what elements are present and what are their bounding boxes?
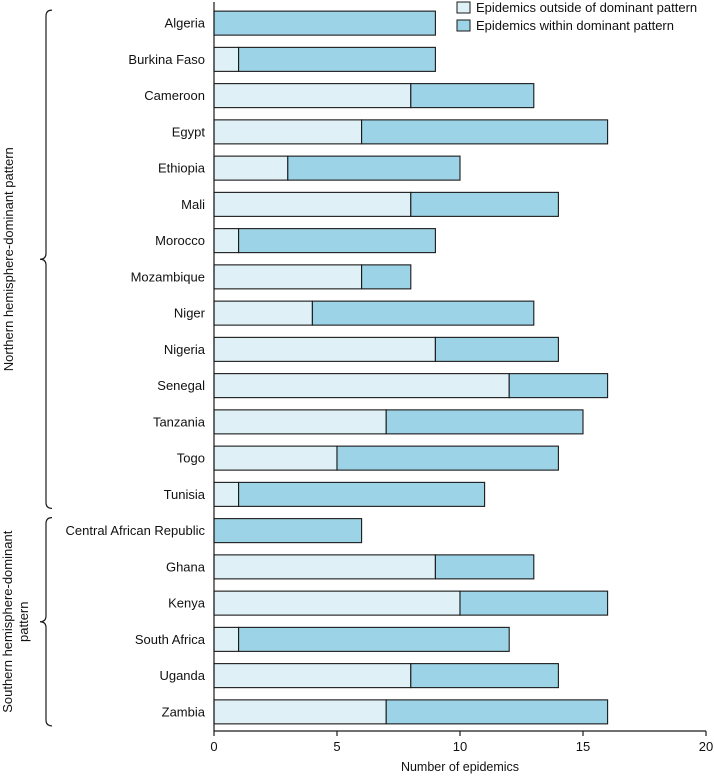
- bar-tunisia-within: [238, 481, 486, 507]
- bar-cameroon-outside: [213, 83, 412, 109]
- bar-mozambique-outside: [213, 264, 363, 290]
- category-label-mali: Mali: [181, 197, 205, 212]
- category-label-south-africa: South Africa: [135, 632, 206, 647]
- bar-south-africa-outside: [213, 626, 240, 652]
- category-label-ghana: Ghana: [166, 559, 206, 574]
- legend-swatch-outside: [456, 1, 471, 14]
- category-label-senegal: Senegal: [157, 378, 205, 393]
- category-label-ethiopia: Ethiopia: [158, 161, 206, 176]
- group-label-line: pattern: [16, 602, 31, 642]
- x-axis-title: Number of epidemics: [401, 760, 519, 774]
- legend-label-outside: Epidemics outside of dominant pattern: [476, 0, 697, 15]
- bar-senegal-within: [508, 373, 609, 399]
- bar-ethiopia-outside: [213, 155, 289, 181]
- bar-morocco-outside: [213, 228, 240, 254]
- bar-togo-within: [336, 445, 559, 471]
- x-tick-label-0: 0: [210, 739, 217, 754]
- category-label-zambia: Zambia: [162, 704, 206, 719]
- x-tick-label-20: 20: [699, 739, 713, 754]
- x-tick-label-5: 5: [333, 739, 340, 754]
- bar-senegal-outside: [213, 373, 510, 399]
- category-label-tanzania: Tanzania: [153, 414, 206, 429]
- bar-togo-outside: [213, 445, 338, 471]
- category-label-cameroon: Cameroon: [144, 88, 205, 103]
- bar-tunisia-outside: [213, 481, 240, 507]
- category-label-togo: Togo: [177, 451, 205, 466]
- bar-tanzania-outside: [213, 409, 387, 435]
- legend-swatch-within: [456, 19, 471, 32]
- bar-mozambique-within: [361, 264, 412, 290]
- bar-ethiopia-within: [287, 155, 461, 181]
- group-brackets: Northern hemisphere-dominant pattern Sout…: [0, 9, 53, 727]
- bar-cameroon-within: [410, 83, 535, 109]
- bar-ghana-within: [434, 554, 535, 580]
- category-label-algeria: Algeria: [165, 16, 206, 31]
- bar-niger-within: [311, 300, 535, 326]
- bar-uganda-within: [410, 663, 559, 689]
- bar-ghana-outside: [213, 554, 436, 580]
- legend: Epidemics outside of dominant pattern Epi…: [456, 0, 697, 33]
- category-label-central-african-republic: Central African Republic: [66, 523, 206, 538]
- bar-morocco-within: [238, 228, 436, 254]
- group-label-northern-hemisphere-dominant-pattern: Northern hemisphere-dominant pattern: [1, 147, 16, 371]
- legend-label-within: Epidemics within dominant pattern: [476, 18, 674, 33]
- bar-central-african-republic-within: [213, 518, 363, 544]
- bar-nigeria-outside: [213, 336, 436, 362]
- bar-egypt-outside: [213, 119, 363, 145]
- group-label-line: Southern hemisphere-dominant: [0, 530, 15, 712]
- bracket-southern-hemisphere-dominant-pattern: [39, 517, 53, 727]
- category-label-niger: Niger: [174, 306, 206, 321]
- category-label-nigeria: Nigeria: [164, 342, 206, 357]
- x-tick-label-10: 10: [453, 739, 467, 754]
- bar-kenya-within: [459, 590, 609, 616]
- category-label-uganda: Uganda: [159, 668, 205, 683]
- bar-uganda-outside: [213, 663, 412, 689]
- bar-tanzania-within: [385, 409, 584, 435]
- category-label-egypt: Egypt: [172, 124, 206, 139]
- bar-zambia-outside: [213, 699, 387, 725]
- category-label-burkina-faso: Burkina Faso: [128, 52, 205, 67]
- group-label-southern-hemisphere-dominant-pattern: Southern hemisphere-dominantpattern: [0, 530, 31, 712]
- category-label-morocco: Morocco: [155, 233, 205, 248]
- category-labels: Algeria Burkina Faso Cameroon Egypt Ethiopia…: [66, 16, 206, 720]
- bars-layer: [213, 10, 609, 725]
- bar-kenya-outside: [213, 590, 461, 616]
- category-label-mozambique: Mozambique: [131, 269, 205, 284]
- bar-burkina-faso-outside: [213, 46, 240, 72]
- bar-zambia-within: [385, 699, 609, 725]
- category-label-tunisia: Tunisia: [164, 487, 206, 502]
- bar-egypt-within: [361, 119, 609, 145]
- bar-algeria-within: [213, 10, 436, 36]
- group-label-line: Northern hemisphere-dominant pattern: [1, 147, 16, 371]
- bar-burkina-faso-within: [238, 46, 436, 72]
- bar-niger-outside: [213, 300, 313, 326]
- category-label-kenya: Kenya: [168, 596, 206, 611]
- x-tick-label-15: 15: [576, 739, 590, 754]
- bracket-northern-hemisphere-dominant-pattern: [39, 9, 53, 509]
- bar-south-africa-within: [238, 626, 510, 652]
- x-axis: 0 5 10 15 20 Number of epidemics: [210, 2, 713, 774]
- bar-mali-within: [410, 191, 559, 217]
- bar-nigeria-within: [434, 336, 559, 362]
- bar-mali-outside: [213, 191, 412, 217]
